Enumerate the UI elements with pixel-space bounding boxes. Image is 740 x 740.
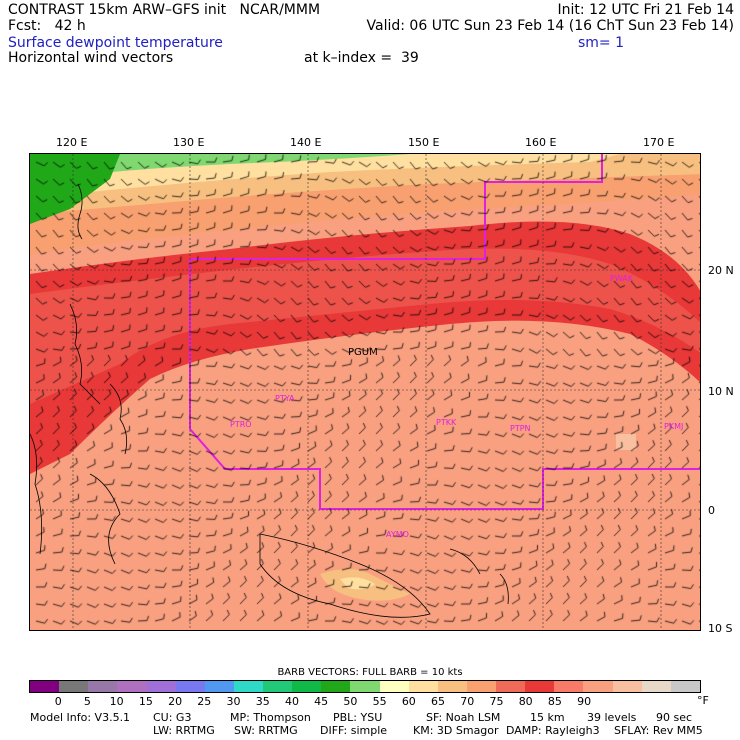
station-label: AYMO [386, 530, 409, 539]
colorbar-swatch [204, 681, 234, 692]
dewpoint-map: PGUM PTYA PTRO PTKK PTPN PKMJ PWAK AYMO [29, 153, 701, 631]
model-info-sf: SF: Noah LSM [426, 711, 501, 724]
model-info-version: Model Info: V3.5.1 [30, 711, 131, 724]
colorbar-tick: 80 [518, 695, 533, 708]
colorbar-tick: 70 [460, 695, 475, 708]
lon-label: 130 E [173, 136, 205, 149]
colorbar-swatch [59, 681, 89, 692]
colorbar-tick: 50 [343, 695, 358, 708]
colorbar-swatch [496, 681, 526, 692]
station-label: PKMJ [664, 422, 684, 431]
model-info-sflay: SFLAY: Rev MM5 [614, 724, 703, 737]
colorbar-tick: 45 [314, 695, 329, 708]
colorbar-swatch [233, 681, 263, 692]
colorbar-tick: 20 [168, 695, 183, 708]
lat-label: 10 N [708, 385, 734, 398]
model-info-sw: SW: RRTMG [234, 724, 298, 737]
colorbar-swatch [30, 681, 60, 692]
forecast-hour: Fcst: 42 h [8, 18, 86, 34]
colorbar-swatch [292, 681, 322, 692]
colorbar-tick: 40 [284, 695, 299, 708]
colorbar-swatch [525, 681, 555, 692]
lon-label: 160 E [525, 136, 557, 149]
smoothing-label: sm= 1 [578, 35, 625, 51]
lat-label: 0 [708, 504, 715, 517]
station-label: PTYA [275, 394, 295, 403]
colorbar-swatch [146, 681, 176, 692]
colorbar-swatch [263, 681, 293, 692]
colorbar-swatch [117, 681, 147, 692]
wind-barbs [30, 154, 700, 630]
colorbar-tick: 90 [577, 695, 592, 708]
colorbar-swatch [350, 681, 380, 692]
model-info-damp: DAMP: Rayleigh3 [506, 724, 600, 737]
valid-time: Valid: 06 UTC Sun 23 Feb 14 (16 ChT Sun … [366, 18, 734, 34]
colorbar-tick: 55 [372, 695, 387, 708]
model-info-res: 15 km [530, 711, 565, 724]
colorbar-swatch [583, 681, 613, 692]
model-info-levels: 39 levels [587, 711, 637, 724]
init-time: Init: 12 UTC Fri 21 Feb 14 [557, 2, 734, 18]
field-name-dewpoint: Surface dewpoint temperature [8, 35, 223, 51]
station-label: PTPN [510, 424, 531, 433]
lon-label: 170 E [643, 136, 675, 149]
station-label: PWAK [610, 274, 634, 283]
colorbar-tick: 30 [226, 695, 241, 708]
model-info-lw: LW: RRTMG [153, 724, 215, 737]
colorbar-tick: 65 [431, 695, 446, 708]
lon-label: 150 E [408, 136, 440, 149]
lon-label: 140 E [290, 136, 322, 149]
lat-label: 20 N [708, 264, 734, 277]
lat-label: 10 S [708, 622, 733, 635]
colorbar-swatch [408, 681, 438, 692]
model-info-diff: DIFF: simple [320, 724, 388, 737]
colorbar-swatch [379, 681, 409, 692]
station-label: PGUM [348, 347, 378, 358]
colorbar-tick: 35 [255, 695, 270, 708]
colorbar-tick: 5 [83, 695, 91, 708]
colorbar [29, 680, 701, 693]
colorbar-swatch [612, 681, 642, 692]
colorbar-swatch [554, 681, 584, 692]
colorbar-swatch [437, 681, 467, 692]
colorbar-swatch [466, 681, 496, 692]
colorbar-tick: 0 [54, 695, 62, 708]
station-label: PTKK [436, 418, 457, 427]
model-info-km: KM: 3D Smagor [413, 724, 499, 737]
k-index-label: at k–index = 39 [304, 50, 419, 66]
colorbar-tick: 85 [547, 695, 562, 708]
colorbar-swatch [175, 681, 205, 692]
colorbar-swatch [321, 681, 351, 692]
colorbar-tick: 25 [197, 695, 212, 708]
model-info-cu: CU: G3 [153, 711, 192, 724]
colorbar-title: BARB VECTORS: FULL BARB = 10 kts [277, 667, 463, 678]
lon-label: 120 E [56, 136, 88, 149]
colorbar-swatch [641, 681, 671, 692]
colorbar-tick: 75 [489, 695, 504, 708]
field-name-wind: Horizontal wind vectors [8, 50, 174, 66]
model-info-mp: MP: Thompson [230, 711, 311, 724]
colorbar-tick: 15 [138, 695, 153, 708]
model-info-timestep: 90 sec [656, 711, 693, 724]
colorbar-swatch [670, 681, 700, 692]
colorbar-tick: 60 [401, 695, 416, 708]
colorbar-tick: 10 [109, 695, 124, 708]
model-title: CONTRAST 15km ARW–GFS init NCAR/MMM [8, 2, 321, 18]
colorbar-unit: °F [697, 694, 709, 707]
colorbar-swatch [88, 681, 118, 692]
station-label: PTRO [230, 420, 252, 429]
colorbar-ticks: 0 5 10 15 20 25 30 35 40 45 50 55 60 65 70 75 80 85 90 [29, 695, 701, 708]
model-info-pbl: PBL: YSU [333, 711, 383, 724]
